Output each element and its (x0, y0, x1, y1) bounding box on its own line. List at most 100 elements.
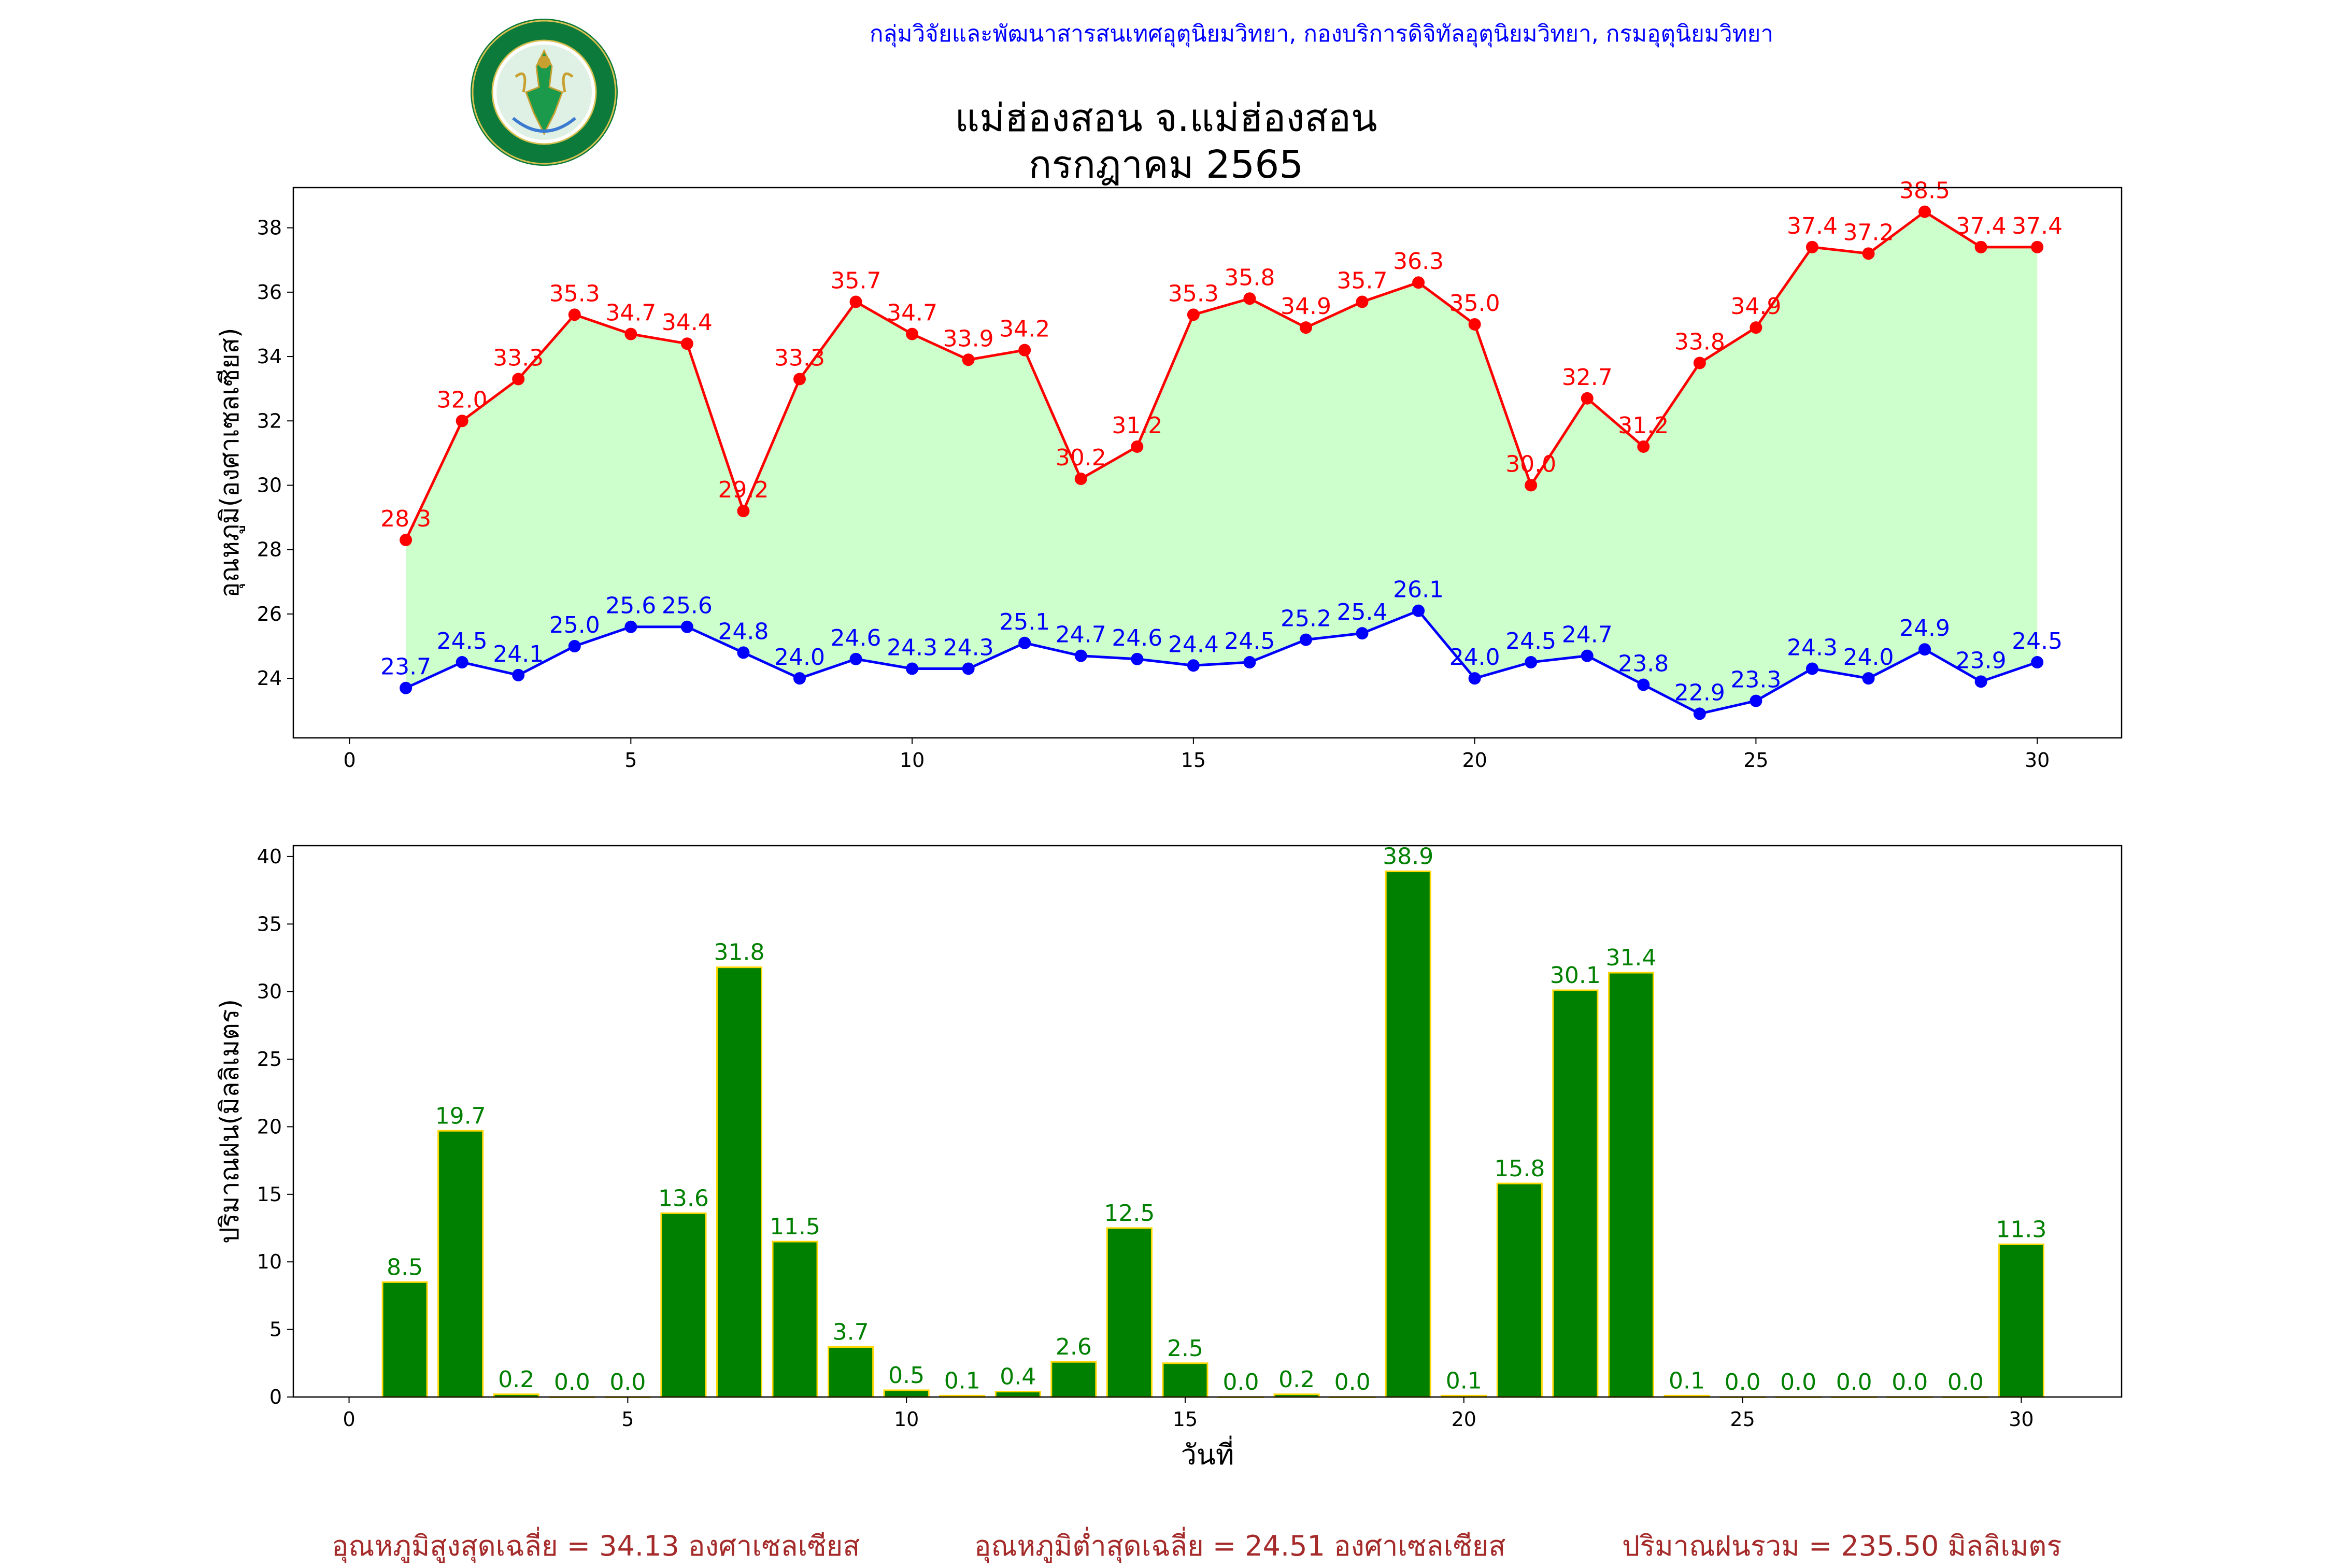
max-temp-point (1243, 292, 1256, 305)
max-temp-point (1074, 473, 1087, 486)
rain-bar-label: 0.0 (1223, 1369, 1259, 1395)
max-temp-label: 34.9 (1730, 293, 1781, 320)
rain-bar-label: 13.6 (658, 1185, 709, 1211)
min-temp-point (400, 681, 413, 694)
y-tick-label: 25 (257, 1048, 282, 1071)
max-temp-label: 30.2 (1056, 445, 1106, 471)
min-temp-label: 25.4 (1337, 599, 1388, 625)
min-temp-label: 25.0 (549, 612, 600, 638)
max-temp-line (404, 210, 2038, 541)
x-tick-label: 20 (1462, 749, 1487, 772)
min-temp-label: 24.0 (774, 644, 825, 671)
min-temp-label: 23.8 (1618, 651, 1669, 677)
y-tick-label: 32 (257, 409, 282, 432)
rain-bar-label: 0.1 (1446, 1367, 1482, 1394)
min-temp-label: 24.0 (1449, 644, 1500, 671)
min-temp-point (1299, 633, 1312, 646)
min-temp-label: 24.9 (1899, 615, 1950, 642)
x-tick-label: 15 (1181, 749, 1206, 772)
max-temp-point (1862, 247, 1875, 260)
rain-plot-frame (292, 845, 2123, 1398)
min-temp-label: 24.4 (1168, 631, 1219, 658)
chart-title-station: แม่ฮ่องสอน จ.แม่ฮ่องสอน (955, 96, 1377, 140)
min-temp-point (1356, 627, 1369, 640)
max-temp-point (1805, 240, 1818, 253)
max-temp-label: 31.2 (1618, 412, 1669, 439)
rain-bar-label: 0.0 (1334, 1369, 1371, 1395)
rain-bar (828, 1346, 874, 1398)
rain-bar-label: 30.1 (1550, 962, 1601, 989)
max-temp-point (680, 337, 693, 350)
max-temp-point (1693, 357, 1706, 369)
rain-bar-label: 0.2 (1278, 1366, 1315, 1393)
y-tick-label: 26 (257, 603, 282, 625)
max-temp-point (400, 534, 413, 547)
max-temp-point (1750, 321, 1762, 334)
max-temp-label: 29.2 (718, 477, 769, 503)
rain-bar-label: 12.5 (1104, 1200, 1155, 1227)
rain-bar (994, 1391, 1041, 1398)
x-tick-label: 30 (2009, 1408, 2034, 1431)
x-tick-label: 20 (1452, 1408, 1476, 1431)
max-temp-label: 34.9 (1281, 293, 1331, 320)
max-temp-label: 35.7 (1337, 267, 1388, 294)
rain-bar-label: 0.1 (944, 1367, 980, 1394)
rain-bar-label: 31.4 (1605, 945, 1656, 971)
min-temp-label: 24.6 (1112, 625, 1162, 651)
rain-bar (1385, 871, 1431, 1398)
y-tick-label: 15 (257, 1183, 282, 1206)
rain-bar-label: 0.0 (1947, 1369, 1984, 1395)
min-temp-label: 24.8 (718, 618, 769, 645)
rain-bar-label: 0.1 (1669, 1367, 1705, 1394)
rain-bar-label: 0.0 (554, 1369, 590, 1395)
rain-bar-label: 0.0 (1725, 1369, 1761, 1395)
max-temp-point (512, 373, 525, 386)
min-temp-label: 24.7 (1056, 622, 1106, 648)
max-temp-point (906, 327, 919, 340)
y-tick-label: 28 (257, 538, 282, 561)
rain-bar (716, 966, 763, 1398)
chart-title-period: กรกฎาคม 2565 (1028, 142, 1304, 187)
min-temp-point (1412, 604, 1425, 617)
rain-bar-label: 0.2 (498, 1366, 534, 1393)
max-temp-label: 35.8 (1224, 264, 1275, 291)
x-tick-label: 0 (343, 749, 356, 772)
y-axis-label: ปริมาณฝน(มิลลิเมตร) (215, 999, 245, 1244)
rain-bar (1162, 1362, 1208, 1398)
max-temp-point (1299, 321, 1312, 334)
max-temp-point (1525, 479, 1538, 492)
min-temp-label: 25.1 (999, 609, 1050, 635)
min-temp-label: 23.7 (380, 654, 431, 680)
rain-bar-label: 11.5 (770, 1214, 820, 1240)
avg-max-temp-text: อุณหภูมิสูงสุดเฉลี่ย = 34.13 องศาเซลเซีย… (332, 1530, 860, 1562)
rain-bar-label: 0.0 (1836, 1369, 1872, 1395)
y-tick-label: 24 (257, 667, 282, 690)
max-temp-point (456, 415, 468, 427)
rain-bar (1552, 989, 1599, 1398)
min-temp-point (737, 646, 750, 659)
meteorological-department-logo (471, 19, 618, 166)
max-temp-label: 35.3 (549, 280, 600, 307)
min-temp-label: 25.6 (662, 593, 713, 619)
max-temp-point (1974, 240, 1987, 253)
max-temp-label: 37.2 (1843, 219, 1894, 246)
rain-bar (437, 1130, 484, 1398)
x-tick-label: 0 (343, 1408, 355, 1431)
min-temp-label: 25.6 (605, 593, 656, 619)
max-temp-point (1637, 440, 1650, 453)
min-temp-point (962, 662, 975, 675)
min-temp-point (1974, 675, 1987, 688)
max-temp-label: 33.3 (774, 345, 825, 372)
rain-bar-label: 0.5 (888, 1362, 925, 1389)
min-temp-point (1525, 656, 1538, 669)
rain-bar (772, 1241, 818, 1398)
min-temp-point (680, 620, 693, 633)
max-temp-point (1918, 205, 1931, 218)
rain-bar-label: 31.8 (714, 939, 765, 966)
temp-plot-frame (292, 187, 2123, 739)
max-temp-label: 37.4 (2012, 213, 2063, 239)
min-temp-point (1074, 649, 1087, 662)
min-temp-point (849, 652, 862, 665)
max-temp-point (1131, 440, 1144, 453)
min-temp-label: 24.5 (1505, 628, 1556, 654)
